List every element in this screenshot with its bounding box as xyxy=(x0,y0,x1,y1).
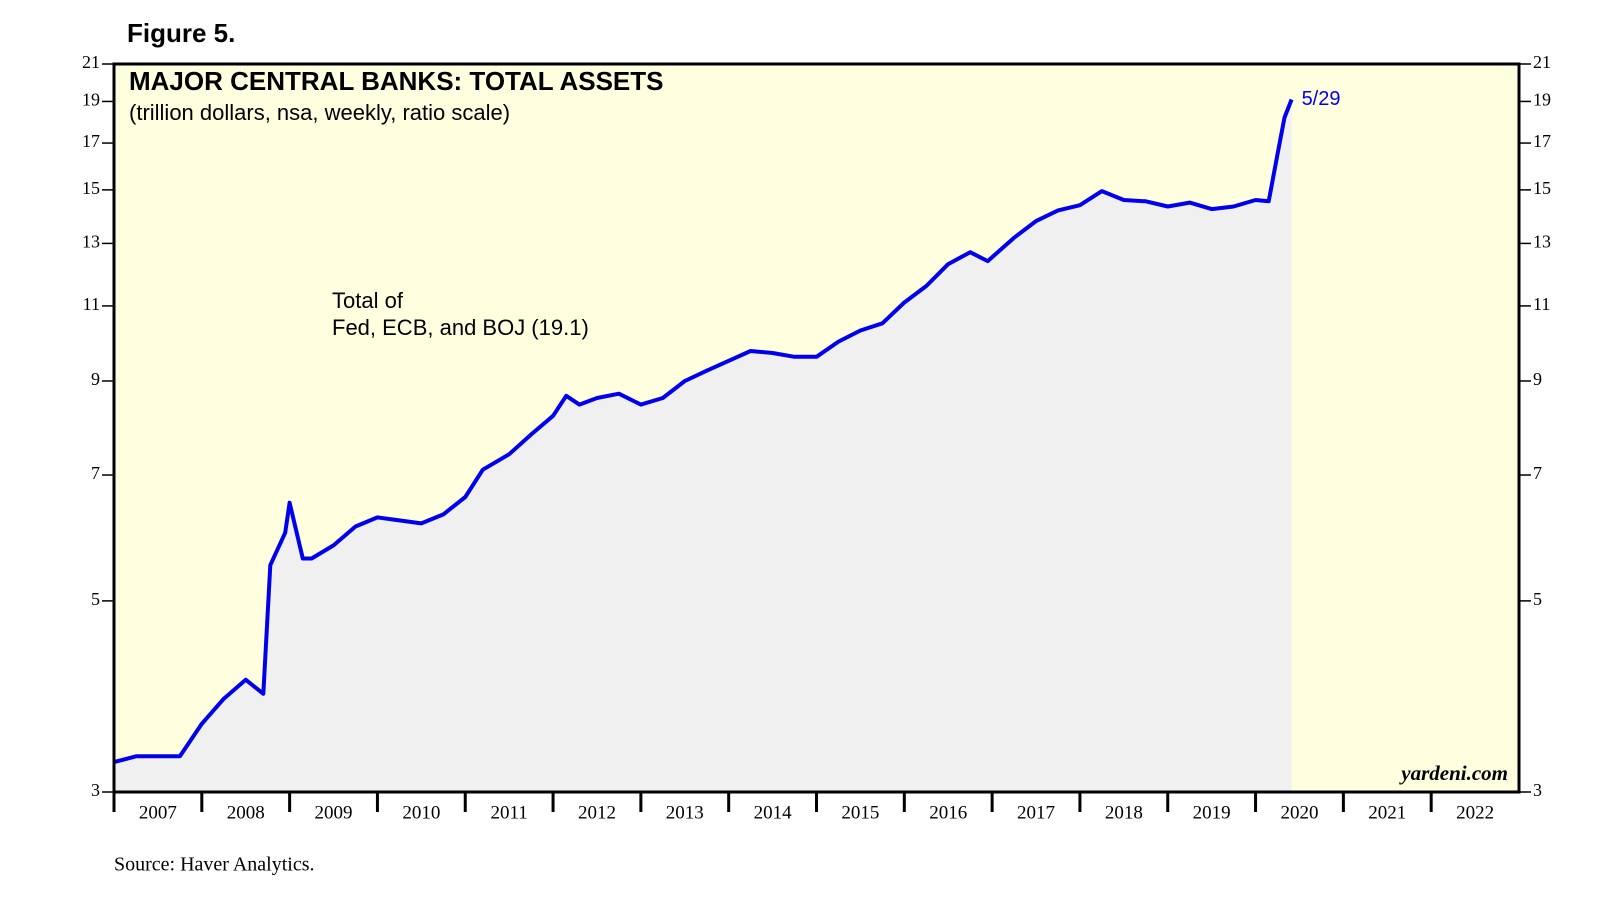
x-tick-label: 2012 xyxy=(578,802,616,823)
y2-tick-label: 9 xyxy=(1533,369,1542,389)
y2-tick-label: 11 xyxy=(1533,294,1550,314)
x-tick-label: 2016 xyxy=(929,802,967,823)
x-tick-label: 2022 xyxy=(1456,802,1494,823)
x-tick-label: 2007 xyxy=(139,802,177,823)
y-tick-label: 3 xyxy=(91,780,100,800)
plot xyxy=(113,98,1294,792)
y2-tick-label: 7 xyxy=(1533,463,1542,483)
y-tick-label: 7 xyxy=(91,463,100,483)
end-label: 5/29 xyxy=(1302,88,1341,110)
y2-tick-label: 21 xyxy=(1533,52,1551,72)
y-tick-label: 15 xyxy=(82,178,100,198)
x-tick-label: 2014 xyxy=(754,802,793,823)
y2-tick-label: 17 xyxy=(1533,131,1551,151)
annotation: Fed, ECB, and BOJ (19.1) xyxy=(332,315,589,340)
area xyxy=(114,99,1292,792)
watermark: yardeni.com xyxy=(1398,761,1508,785)
chart-subtitle: (trillion dollars, nsa, weekly, ratio sc… xyxy=(129,100,510,125)
y2-tick-label: 3 xyxy=(1533,780,1542,800)
y-tick-label: 17 xyxy=(82,131,100,151)
x-tick-label: 2021 xyxy=(1368,802,1406,823)
line xyxy=(113,98,1294,765)
y2-tick-label: 15 xyxy=(1533,178,1551,198)
annotation: Total of xyxy=(332,288,404,313)
figure-label: Figure 5. xyxy=(127,18,235,48)
y-tick-label: 9 xyxy=(91,369,100,389)
x-tick-label: 2010 xyxy=(402,802,440,823)
y-tick-label: 19 xyxy=(82,90,100,110)
y-tick-label: 5 xyxy=(91,589,100,609)
x-tick-label: 2018 xyxy=(1105,802,1143,823)
y-tick-label: 11 xyxy=(83,294,100,314)
y2-tick-label: 13 xyxy=(1533,232,1551,252)
source-note: Source: Haver Analytics. xyxy=(114,854,315,876)
x-tick-label: 2015 xyxy=(841,802,879,823)
x-tick-label: 2013 xyxy=(666,802,704,823)
chart-title: MAJOR CENTRAL BANKS: TOTAL ASSETS xyxy=(129,66,663,96)
x-tick-label: 2020 xyxy=(1280,802,1318,823)
y2-tick-label: 19 xyxy=(1533,90,1551,110)
y2-tick-label: 5 xyxy=(1533,589,1542,609)
x-tick-label: 2009 xyxy=(315,802,353,823)
y-tick-label: 21 xyxy=(82,52,100,72)
x-tick-label: 2011 xyxy=(491,802,528,823)
x-tick-label: 2008 xyxy=(227,802,265,823)
x-tick-label: 2019 xyxy=(1193,802,1231,823)
y-tick-label: 13 xyxy=(82,232,100,252)
x-tick-label: 2017 xyxy=(1017,802,1055,823)
